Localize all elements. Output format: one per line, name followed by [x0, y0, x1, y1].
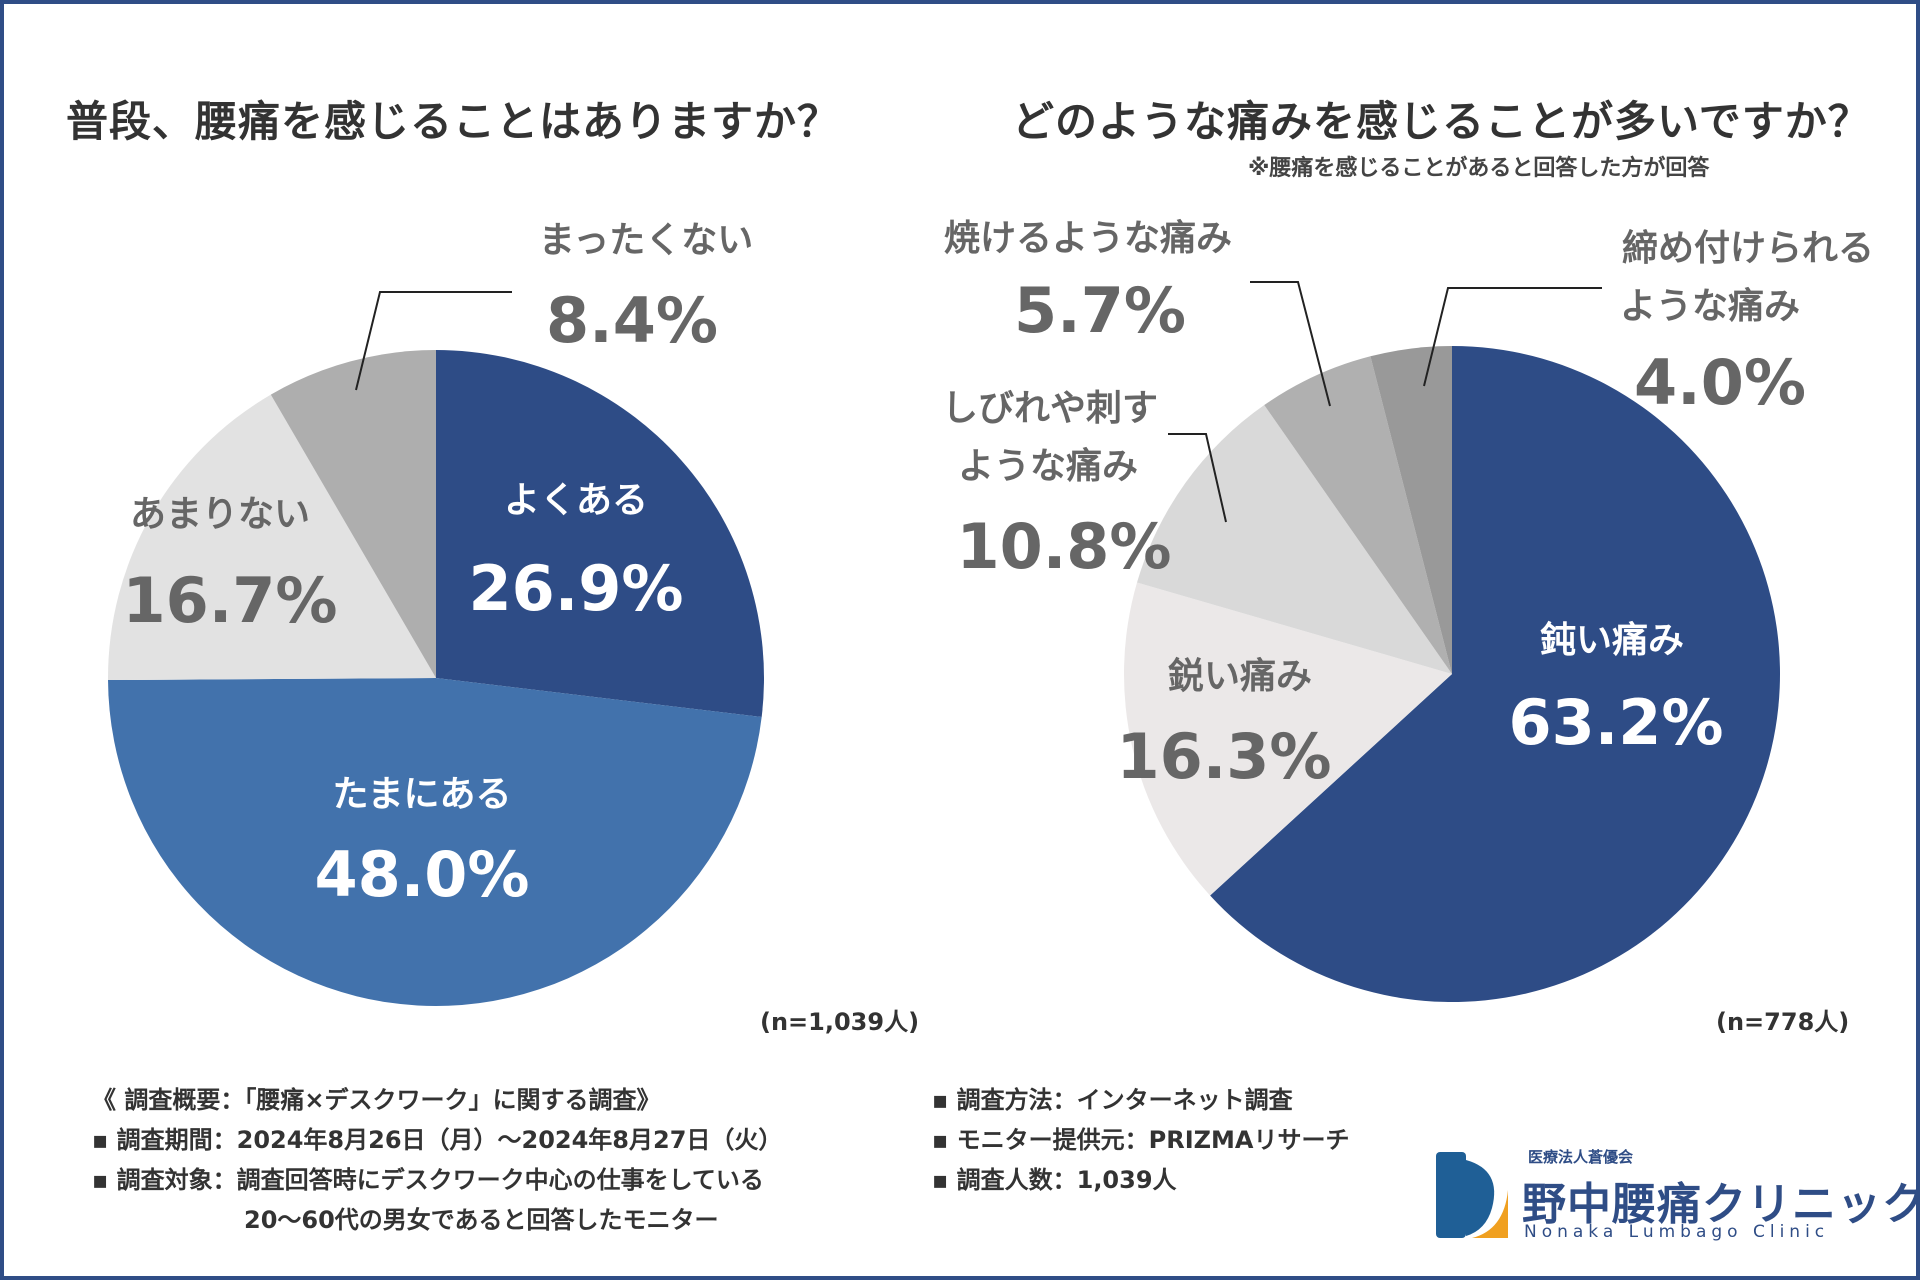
value-shimetsuke: 4.0%: [1634, 346, 1806, 419]
left-pie-slice-1: [108, 678, 762, 1007]
survey-overview-right: ▪ 調査方法：インターネット調査 ▪ モニター提供元：PRIZMAリサーチ ▪ …: [932, 1080, 1349, 1200]
label-mattakunai: まったくない: [539, 220, 754, 261]
leader-line-shimetsuke: [1423, 287, 1602, 387]
label-amarinai: あまりない: [130, 494, 310, 535]
value-surudoi: 16.3%: [1116, 720, 1331, 793]
survey-row: 20〜60代の男女であると回答したモニター: [244, 1206, 719, 1234]
right-pie-slice-1: [1123, 582, 1452, 896]
right-pie-slice-3: [1264, 356, 1452, 674]
survey-row: ▪ 調査方法：インターネット調査: [932, 1086, 1293, 1114]
right-pie-slice-0: [1210, 346, 1781, 1002]
label-shibire-2: ような痛み: [958, 446, 1138, 487]
label-shimetsuke-2: ような痛み: [1620, 286, 1800, 327]
label-shimetsuke-1: 締め付けられる: [1622, 228, 1874, 269]
value-tamaniaru: 48.0%: [314, 838, 529, 911]
survey-overview-left: 《 調査概要：「腰痛×デスクワーク」に関する調査》 ▪ 調査期間：2024年8月…: [92, 1080, 782, 1240]
right-sample-size: (n=778人): [1716, 1008, 1850, 1036]
value-amarinai: 16.7%: [122, 564, 337, 637]
right-chart-note: ※腰痛を感じることがあると回答した方が回答: [1248, 156, 1710, 181]
pie-chart-right: [1123, 346, 1781, 1002]
right-pie-slice-2: [1137, 405, 1452, 674]
left-sample-size: (n=1,039人): [760, 1008, 920, 1036]
leader-lines: [355, 281, 1602, 523]
label-tamaniaru: たまにある: [333, 774, 512, 815]
survey-row: ▪ 調査人数：1,039人: [932, 1166, 1177, 1194]
clinic-logo: 医療法人蒼優会 野中腰痛クリニック Nonaka Lumbago Clinic: [1432, 1142, 1920, 1242]
slice-labels: よくある 26.9% たまにある 48.0% あまりない 16.7% まったくな…: [122, 218, 1874, 911]
left-chart-title: 普段、腰痛を感じることはありますか？: [66, 97, 841, 146]
clinic-logo-mark-icon: [1436, 1152, 1508, 1238]
leader-line-yakeru: [1250, 281, 1331, 407]
value-yakeru: 5.7%: [1014, 274, 1186, 347]
left-pie-slice-0: [436, 350, 765, 718]
survey-row: ▪ 調査対象：調査回答時にデスクワーク中心の仕事をしている: [92, 1166, 764, 1194]
label-nibui: 鈍い痛み: [1540, 620, 1684, 661]
clinic-name-en: Nonaka Lumbago Clinic: [1524, 1222, 1830, 1242]
left-pie-slice-2: [108, 394, 437, 681]
clinic-name: 野中腰痛クリニック: [1522, 1179, 1920, 1230]
value-yokuaru: 26.9%: [468, 552, 683, 625]
survey-row: ▪ 調査期間：2024年8月26日（月）〜2024年8月27日（火）: [92, 1126, 783, 1154]
right-chart-title: どのような痛みを感じることが多いですか？: [1012, 97, 1871, 146]
clinic-corp-name: 医療法人蒼優会: [1528, 1148, 1634, 1166]
right-pie-slice-4: [1370, 346, 1452, 674]
leader-line-shibire: [1168, 433, 1227, 523]
label-shibire-1: しびれや刺す: [942, 388, 1158, 429]
label-surudoi: 鋭い痛み: [1168, 656, 1312, 697]
label-yokuaru: よくある: [504, 480, 648, 521]
value-nibui: 63.2%: [1508, 686, 1723, 759]
label-yakeru: 焼けるような痛み: [944, 218, 1232, 259]
leader-line-mattakunai: [355, 291, 512, 391]
survey-row: 《 調査概要：「腰痛×デスクワーク」に関する調査》: [92, 1086, 661, 1114]
pie-chart-left: [108, 350, 765, 1007]
left-pie-slice-3: [270, 350, 436, 678]
survey-row: ▪ モニター提供元：PRIZMAリサーチ: [932, 1126, 1350, 1154]
value-shibire: 10.8%: [956, 510, 1171, 583]
value-mattakunai: 8.4%: [546, 284, 718, 357]
